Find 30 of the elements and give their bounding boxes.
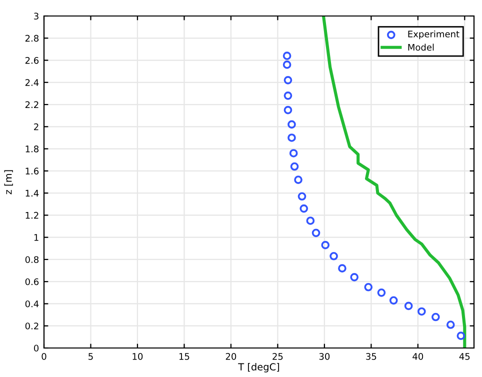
y-tick-label: 0.2 xyxy=(25,322,38,330)
x-axis-title: T [degC] xyxy=(238,362,280,372)
x-tick-label: 20 xyxy=(226,353,236,360)
y-tick-label: 1.8 xyxy=(26,146,39,152)
x-tick-label: 15 xyxy=(179,353,190,360)
y-tick-label: 2.8 xyxy=(25,34,39,42)
x-tick-label: 25 xyxy=(272,353,283,360)
x-tick-label: 30 xyxy=(319,353,330,360)
y-tick-label: 0.4 xyxy=(25,300,39,308)
y-tick-label: 0.8 xyxy=(25,256,39,264)
y-tick-label: 3 xyxy=(34,12,38,20)
y-tick-label: 1.2 xyxy=(26,212,38,219)
y-tick-label: 1.6 xyxy=(26,168,39,174)
x-tick-label: 10 xyxy=(132,353,143,360)
y-axis-title: z [m] xyxy=(4,170,13,194)
y-tick-label: 0 xyxy=(34,344,39,352)
legend-label: Model xyxy=(408,44,434,51)
y-tick-label: 1.4 xyxy=(26,190,39,196)
y-tick-label: 2.6 xyxy=(25,56,39,64)
y-tick-label: 2 xyxy=(34,123,38,130)
x-tick-label: 5 xyxy=(88,353,93,360)
x-tick-label: 45 xyxy=(459,353,470,360)
y-tick-label: 2.2 xyxy=(25,101,38,108)
x-tick-label: 0 xyxy=(42,353,46,360)
y-tick-label: 0.6 xyxy=(25,278,39,286)
y-tick-label: 1 xyxy=(34,234,38,241)
legend-label: Experiment xyxy=(408,30,460,40)
x-tick-label: 40 xyxy=(412,353,424,360)
x-tick-label: 35 xyxy=(366,353,376,360)
y-tick-label: 2.4 xyxy=(25,79,39,86)
